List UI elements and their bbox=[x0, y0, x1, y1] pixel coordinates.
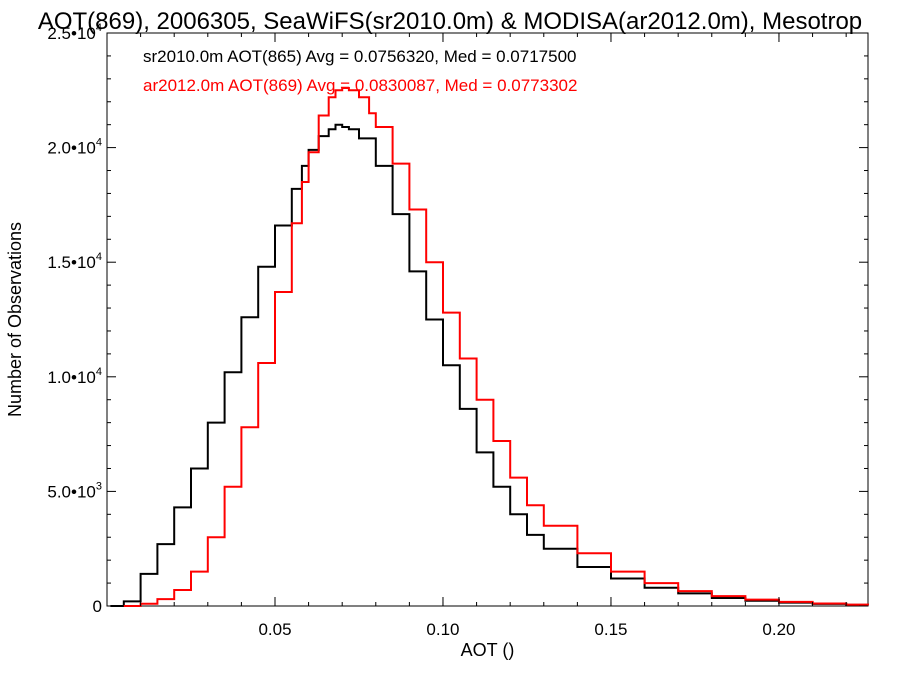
series-line-0 bbox=[110, 123, 869, 607]
y-tick-label: 2.0•104 bbox=[47, 137, 102, 158]
x-axis: 0.05 0.10 0.15 0.20 bbox=[140, 33, 847, 639]
chart-title: AOT(869), 2006305, SeaWiFS(sr2010.0m) & … bbox=[38, 8, 862, 35]
series-layer bbox=[110, 87, 869, 607]
x-tick-label: 0.10 bbox=[426, 620, 459, 639]
legend: sr2010.0m AOT(865) Avg = 0.0756320, Med … bbox=[143, 47, 577, 95]
y-tick-label: 1.5•104 bbox=[47, 251, 102, 272]
legend-entry-ar2012: ar2012.0m AOT(869) Avg = 0.0830087, Med … bbox=[143, 76, 577, 95]
y-tick-label: 1.0•104 bbox=[47, 366, 102, 387]
y-tick-label: 2.5•104 bbox=[47, 22, 102, 43]
y-axis-label: Number of Observations bbox=[5, 222, 25, 417]
y-tick-label: 5.0•103 bbox=[47, 480, 102, 501]
x-tick-label: 0.20 bbox=[762, 620, 795, 639]
plot-frame bbox=[106, 32, 869, 607]
x-tick-label: 0.15 bbox=[594, 620, 627, 639]
plot-area-border bbox=[106, 32, 869, 607]
legend-entry-sr2010: sr2010.0m AOT(865) Avg = 0.0756320, Med … bbox=[143, 47, 577, 66]
y-tick-label: 0 bbox=[93, 597, 102, 616]
series-line-1 bbox=[123, 87, 869, 607]
x-tick-label: 0.05 bbox=[258, 620, 291, 639]
x-axis-label: AOT () bbox=[461, 640, 515, 660]
y-axis: 0 5.0•103 1.0•104 1.5•104 2.0•104 2.5•104 bbox=[47, 22, 868, 616]
